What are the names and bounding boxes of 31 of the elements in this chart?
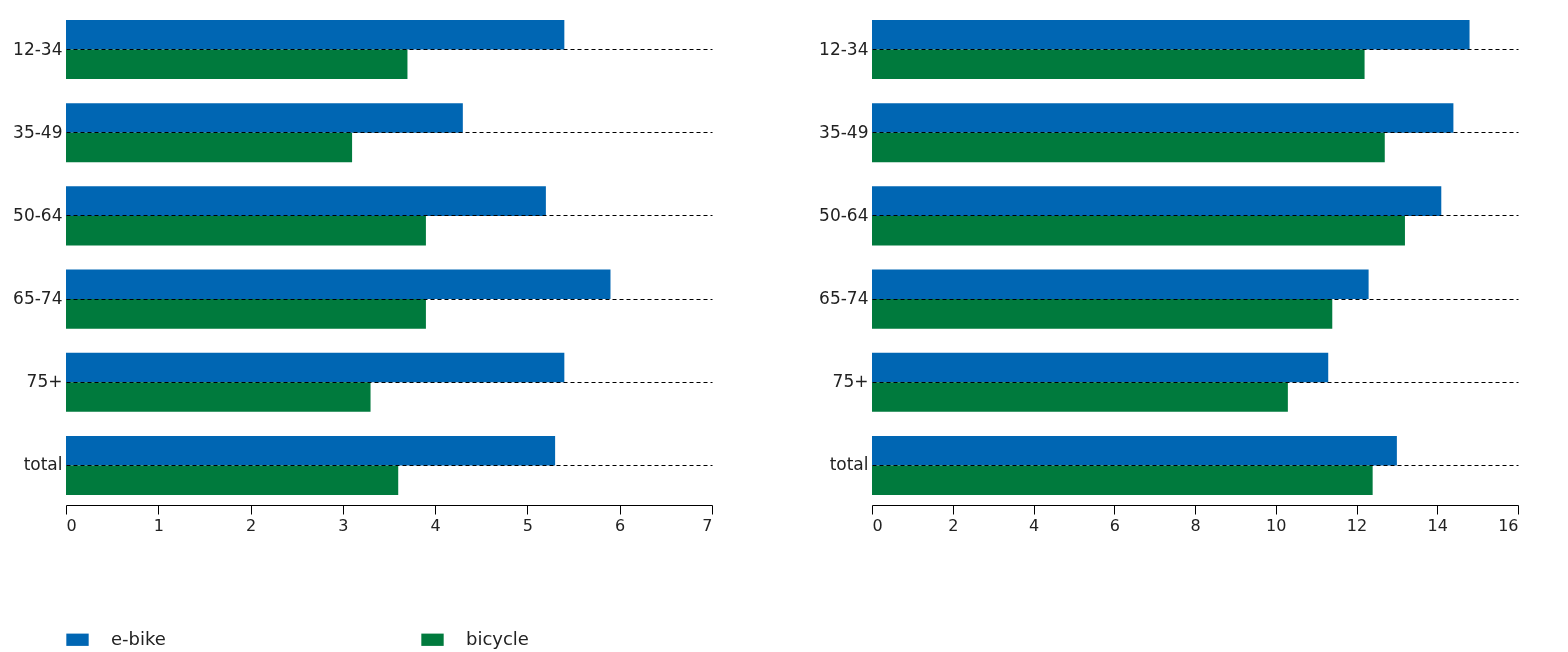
x-tick-label: 3: [338, 515, 349, 535]
y-tick-label: 12-34: [13, 38, 63, 59]
x-tick-label: 0: [872, 515, 883, 535]
y-tick-label: 12-34: [819, 38, 869, 59]
y-tick-label: 75+: [832, 371, 869, 392]
y-tick-label: 50-64: [819, 204, 869, 225]
y-tick-label: 65-74: [13, 288, 63, 309]
y-tick-label: 65-74: [819, 288, 869, 309]
x-tick-label: 14: [1427, 515, 1448, 535]
x-tick-label: 4: [1028, 515, 1040, 535]
legend-label: e-bike: [111, 627, 166, 649]
x-tick-label: 1: [153, 515, 164, 535]
x-tick-label: 7: [702, 515, 713, 535]
x-tick-label: 2: [948, 515, 959, 535]
x-tick-label: 10: [1266, 515, 1287, 535]
x-tick-label: 5: [522, 515, 534, 535]
y-tick-label: total: [829, 454, 869, 475]
x-tick-label: 0: [66, 515, 77, 535]
x-tick-label: 16: [1498, 515, 1519, 535]
x-tick-label: 6: [615, 515, 626, 535]
y-tick-label: 50-64: [13, 204, 63, 225]
x-tick-label: 6: [1109, 515, 1120, 535]
y-tick-label: 35-49: [819, 121, 869, 142]
y-tick-label: 35-49: [13, 121, 63, 142]
y-tick-label: total: [23, 454, 63, 475]
legend-label: bicycle: [466, 627, 529, 649]
x-tick-label: 4: [430, 515, 441, 535]
x-tick-label: 12: [1346, 515, 1368, 535]
y-tick-label: 75+: [26, 371, 63, 392]
x-tick-label: 8: [1190, 515, 1201, 535]
x-tick-label: 2: [245, 515, 257, 535]
